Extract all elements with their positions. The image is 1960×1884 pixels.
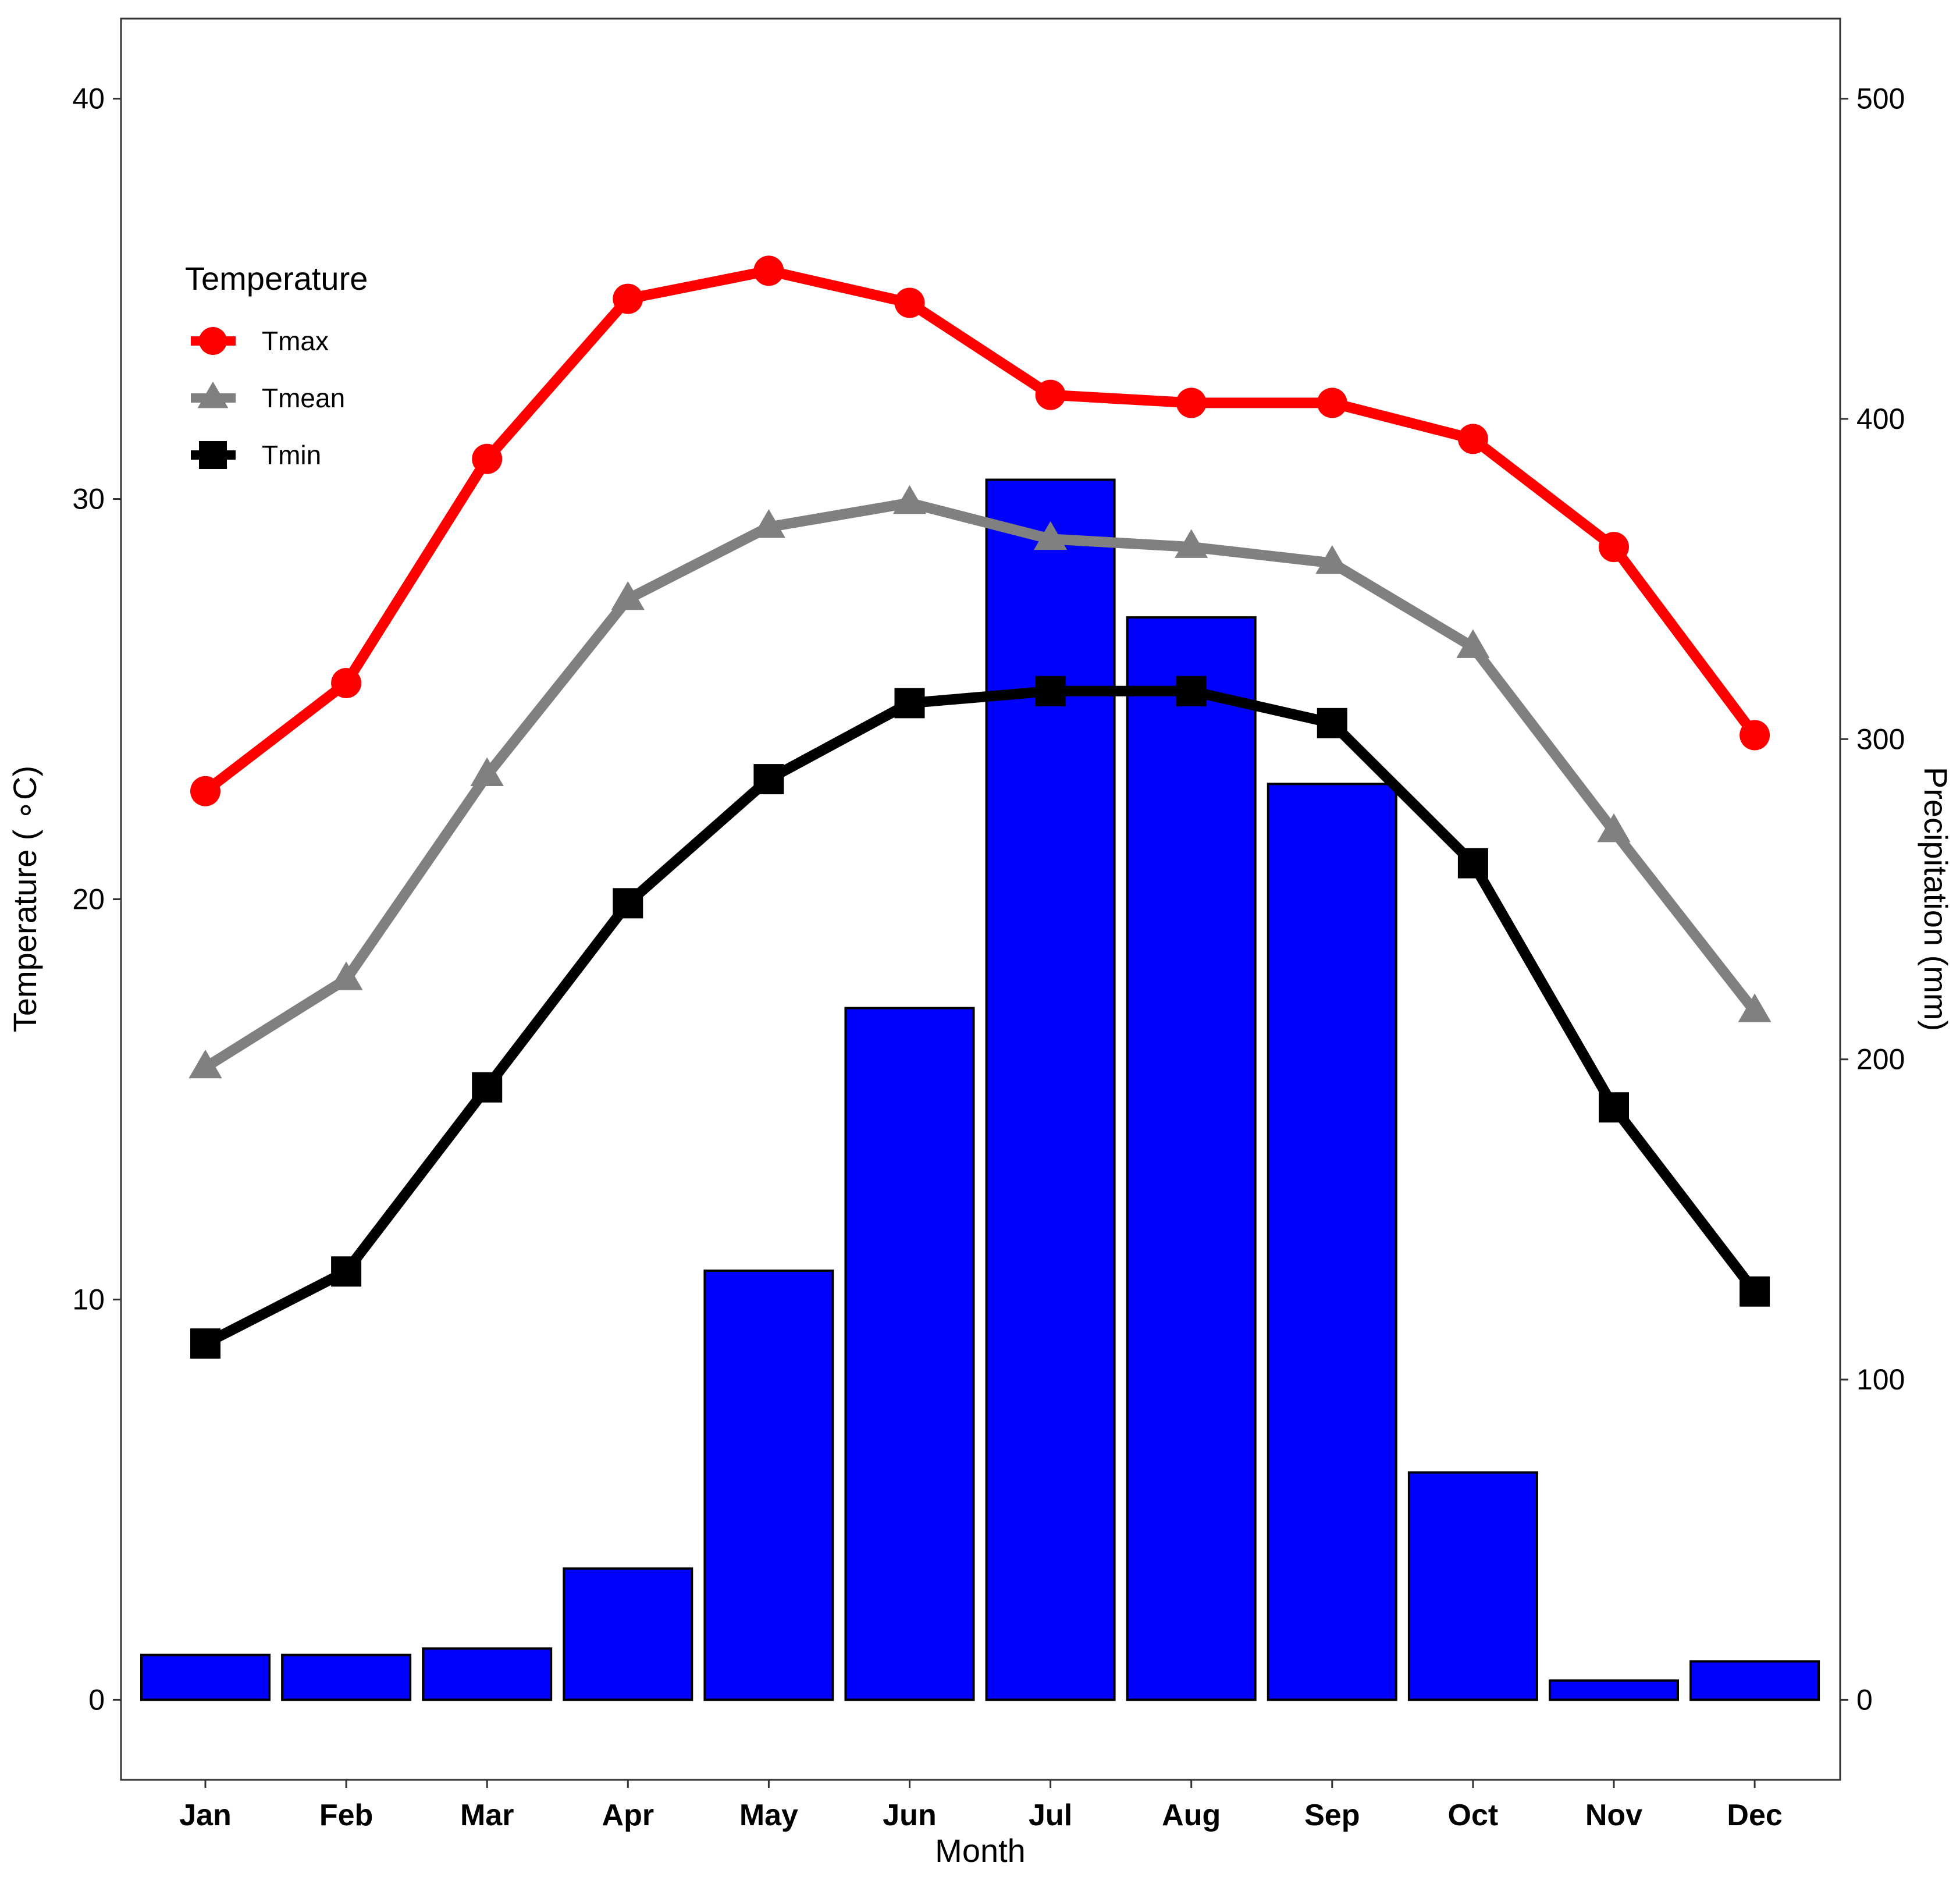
point-tmax-jun xyxy=(894,287,925,318)
y-axis-title-left: Temperature ( ∘C) xyxy=(6,766,43,1032)
legend-label: Tmax xyxy=(262,326,329,356)
x-tick-label-apr: Apr xyxy=(602,1798,654,1832)
legend-label: Tmin xyxy=(262,440,321,470)
temperature-lines xyxy=(188,255,1772,1359)
x-tick-label-aug: Aug xyxy=(1162,1798,1221,1832)
bar-precip-feb xyxy=(281,1654,412,1701)
y2-tick-label: 0 xyxy=(1856,1683,1873,1716)
point-tmean-nov xyxy=(1597,813,1631,843)
legend: Temperature Tmax Tmean Tmin xyxy=(185,260,368,470)
point-tmean-mar xyxy=(470,757,504,787)
point-tmin-mar xyxy=(472,1072,503,1103)
point-tmax-dec xyxy=(1740,720,1770,751)
bar-precip-mar xyxy=(422,1647,553,1701)
point-tmax-feb xyxy=(331,668,362,699)
x-tick-label-oct: Oct xyxy=(1448,1798,1499,1832)
bar-precip-dec xyxy=(1689,1660,1820,1701)
point-tmean-jul xyxy=(1034,521,1068,550)
bar-precip-may xyxy=(703,1269,834,1701)
y-tick-label: 40 xyxy=(72,83,105,115)
x-axis-title: Month xyxy=(935,1832,1026,1869)
point-tmin-may xyxy=(753,764,784,795)
bar-precip-jul xyxy=(985,478,1116,1701)
point-tmin-oct xyxy=(1457,848,1488,879)
legend-item-tmin: Tmin xyxy=(191,440,321,470)
point-tmean-apr xyxy=(611,581,645,610)
x-tick-label-jan: Jan xyxy=(179,1798,232,1832)
y-tick-label: 0 xyxy=(88,1683,105,1716)
legend-label: Tmean xyxy=(262,383,345,413)
point-tmin-apr xyxy=(613,888,643,919)
bar-precip-aug xyxy=(1126,616,1257,1701)
line-tmean xyxy=(200,497,1760,1073)
point-tmin-sep xyxy=(1317,708,1347,738)
point-tmin-feb xyxy=(331,1256,362,1287)
point-tmean-jan xyxy=(188,1049,222,1079)
y2-tick-label: 100 xyxy=(1856,1363,1905,1396)
y2-tick-label: 500 xyxy=(1856,83,1905,115)
point-tmean-oct xyxy=(1456,629,1490,658)
point-tmax-oct xyxy=(1457,424,1488,454)
x-tick-label-may: May xyxy=(739,1798,798,1832)
legend-key-marker xyxy=(199,441,227,469)
point-tmax-may xyxy=(753,255,784,286)
bar-precip-apr xyxy=(563,1567,693,1701)
point-tmean-jun xyxy=(892,485,927,514)
point-tmin-jul xyxy=(1035,676,1066,706)
x-tick-label-feb: Feb xyxy=(319,1798,373,1832)
y-tick-label: 30 xyxy=(72,483,105,516)
x-tick-label-jul: Jul xyxy=(1029,1798,1072,1832)
point-tmax-mar xyxy=(472,443,503,474)
point-tmean-sep xyxy=(1315,545,1349,574)
point-tmean-aug xyxy=(1175,529,1208,558)
bar-precip-sep xyxy=(1267,783,1397,1701)
point-tmin-aug xyxy=(1176,676,1207,706)
y-tick-label: 20 xyxy=(72,883,105,916)
x-tick-label-nov: Nov xyxy=(1585,1798,1642,1832)
y-axis-title-right: Precipitation (mm) xyxy=(1918,767,1954,1031)
point-tmax-sep xyxy=(1317,388,1347,418)
bar-precip-jan xyxy=(140,1654,271,1701)
point-tmax-jul xyxy=(1035,379,1066,410)
point-tmax-apr xyxy=(613,283,643,314)
x-tick-label-mar: Mar xyxy=(460,1798,514,1832)
point-tmean-may xyxy=(752,509,785,538)
point-tmax-nov xyxy=(1599,532,1629,563)
legend-key-marker xyxy=(199,327,227,355)
point-tmin-jun xyxy=(894,688,925,719)
bar-precip-oct xyxy=(1407,1471,1538,1701)
point-tmin-nov xyxy=(1599,1092,1629,1123)
bar-precip-nov xyxy=(1549,1679,1679,1701)
bar-precip-jun xyxy=(844,1007,975,1701)
x-tick-label-dec: Dec xyxy=(1727,1798,1782,1832)
legend-item-tmax: Tmax xyxy=(191,326,329,356)
x-tick-label-jun: Jun xyxy=(883,1798,936,1832)
y2-tick-label: 400 xyxy=(1856,403,1905,435)
legend-title: Temperature xyxy=(185,260,368,297)
legend-item-tmean: Tmean xyxy=(191,381,345,413)
line-tmax xyxy=(200,265,1760,797)
y2-tick-label: 200 xyxy=(1856,1043,1905,1076)
y-tick-label: 10 xyxy=(72,1283,105,1316)
point-tmin-dec xyxy=(1740,1276,1770,1307)
point-tmax-aug xyxy=(1176,388,1207,418)
y2-tick-label: 300 xyxy=(1856,723,1905,755)
x-tick-label-sep: Sep xyxy=(1304,1798,1360,1832)
line-tmin xyxy=(200,685,1760,1349)
point-tmean-feb xyxy=(329,961,363,990)
legend-key-marker xyxy=(197,381,229,408)
point-tmax-jan xyxy=(190,776,220,806)
point-tmean-dec xyxy=(1738,993,1772,1022)
point-tmin-jan xyxy=(190,1328,220,1359)
